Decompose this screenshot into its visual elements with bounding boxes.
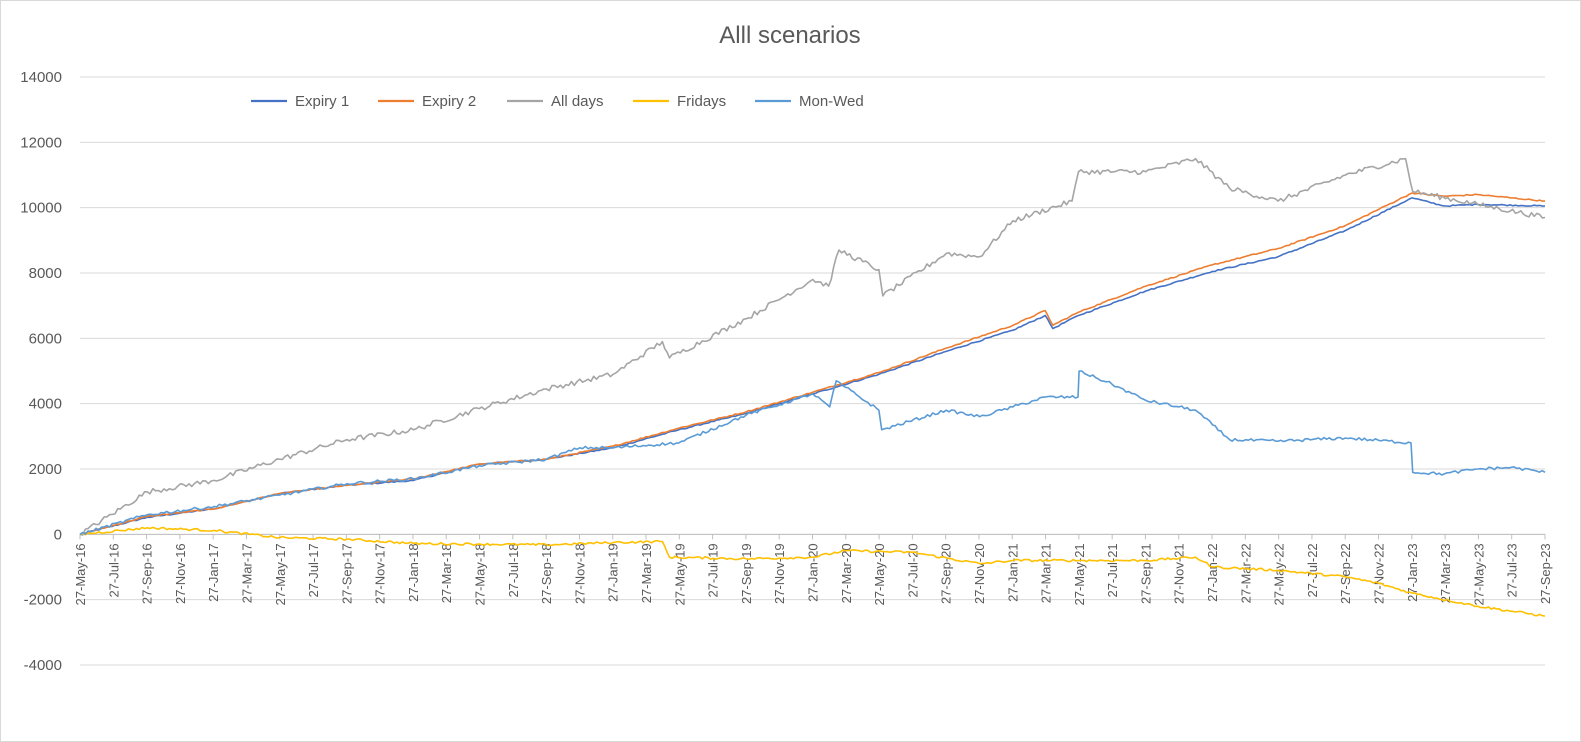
legend-label-mon-wed: Mon-Wed (799, 93, 864, 110)
x-tick-label: 27-Jan-17 (206, 543, 221, 602)
legend-label-all-days: All days (551, 93, 604, 110)
chart-title: Alll scenarios (719, 22, 860, 49)
x-tick-label: 27-Nov-19 (772, 543, 787, 604)
legend-label-fridays: Fridays (677, 93, 726, 110)
y-tick-label: -2000 (24, 592, 62, 609)
x-tick-label: 27-Jan-20 (806, 543, 821, 602)
x-tick-label: 27-Jan-22 (1205, 543, 1220, 602)
x-tick-label: 27-Mar-23 (1438, 543, 1453, 603)
x-tick-label: 27-May-22 (1272, 543, 1287, 605)
x-tick-label: 27-Jul-16 (106, 543, 121, 597)
x-tick-label: 27-Mar-19 (639, 543, 654, 603)
x-tick-label: 27-Mar-17 (239, 543, 254, 603)
x-tick-label: 27-Mar-18 (439, 543, 454, 603)
x-tick-label: 27-Mar-22 (1238, 543, 1253, 603)
series-line-all-days (79, 157, 1546, 536)
x-tick-label: 27-Nov-22 (1372, 543, 1387, 604)
y-axis-ticks: 14000 12000 10000 8000 6000 4000 2000 0 -2000 -40… (20, 69, 62, 674)
x-tick-label: 27-Sep-21 (1138, 543, 1153, 604)
x-tick-label: 27-Jan-21 (1005, 543, 1020, 602)
gridlines (80, 76, 1545, 666)
x-tick-label: 27-Nov-16 (173, 543, 188, 604)
x-tick-label: 27-Mar-20 (839, 543, 854, 603)
y-tick-label: 4000 (29, 396, 62, 413)
x-tick-label: 27-Sep-22 (1338, 543, 1353, 604)
legend-label-expiry-2: Expiry 2 (422, 93, 476, 110)
x-tick-label: 27-May-16 (73, 543, 88, 605)
series-line-mon-wed (79, 370, 1546, 535)
x-tick-label: 27-Jan-19 (606, 543, 621, 602)
y-tick-label: -4000 (24, 657, 62, 674)
y-tick-label: 8000 (29, 265, 62, 282)
x-tick-label: 27-Jul-23 (1505, 543, 1520, 597)
y-tick-label: 10000 (20, 200, 62, 217)
x-tick-label: 27-Jul-17 (306, 543, 321, 597)
x-tick-label: 27-Jul-19 (706, 543, 721, 597)
series-lines (79, 157, 1546, 617)
x-tick-label: 27-May-19 (672, 543, 687, 605)
x-tick-label: 27-Nov-17 (373, 543, 388, 604)
x-tick-label: 27-Sep-20 (939, 543, 954, 604)
x-tick-label: 27-Sep-23 (1538, 543, 1553, 604)
legend-label-expiry-1: Expiry 1 (295, 93, 349, 110)
x-tick-label: 27-Nov-20 (972, 543, 987, 604)
x-tick-label: 27-Jan-23 (1405, 543, 1420, 602)
x-tick-label: 27-Jul-21 (1105, 543, 1120, 597)
series-line-fridays (79, 526, 1546, 617)
x-tick-label: 27-Jul-20 (905, 543, 920, 597)
y-tick-label: 6000 (29, 330, 62, 347)
y-tick-label: 2000 (29, 461, 62, 478)
x-tick-label: 27-Sep-16 (140, 543, 155, 604)
y-tick-label: 14000 (20, 69, 62, 86)
x-tick-label: 27-Jan-18 (406, 543, 421, 602)
x-tick-label: 27-Mar-21 (1039, 543, 1054, 603)
series-line-expiry-2 (79, 192, 1545, 536)
x-tick-label: 27-May-23 (1471, 543, 1486, 605)
x-tick-label: 27-May-20 (872, 543, 887, 605)
x-tick-label: 27-Sep-19 (739, 543, 754, 604)
x-tick-label: 27-May-18 (473, 543, 488, 605)
x-tick-label: 27-Jul-18 (506, 543, 521, 597)
y-tick-label: 12000 (20, 134, 62, 151)
x-tick-label: 27-Nov-18 (572, 543, 587, 604)
x-tick-label: 27-Sep-17 (339, 543, 354, 604)
y-tick-label: 0 (54, 526, 62, 543)
x-tick-label: 27-Nov-21 (1172, 543, 1187, 604)
x-axis-ticks: 27-May-16 27-Jul-16 27-Sep-16 27-Nov-16 27-J… (73, 534, 1553, 605)
series-line-expiry-1 (79, 197, 1546, 536)
x-tick-label: 27-Jul-22 (1305, 543, 1320, 597)
x-tick-label: 27-May-17 (273, 543, 288, 605)
x-tick-label: 27-May-21 (1072, 543, 1087, 605)
legend: Expiry 1 Expiry 2 All days Fridays Mon-Wed (251, 93, 864, 110)
x-tick-label: 27-Sep-18 (539, 543, 554, 604)
